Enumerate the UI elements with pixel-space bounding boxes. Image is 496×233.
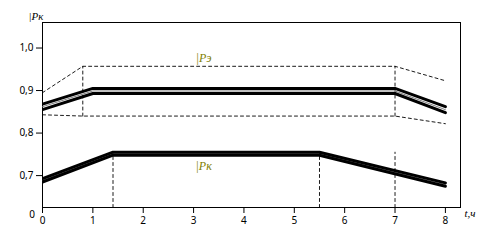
svg-text:0,7: 0,7	[19, 168, 33, 182]
svg-text:|Pк: |Pк	[196, 159, 213, 173]
svg-text:1: 1	[90, 213, 96, 227]
svg-text:8: 8	[443, 213, 449, 227]
svg-text:2: 2	[140, 213, 146, 227]
svg-text:|Pэ: |Pэ	[196, 51, 212, 65]
svg-text:6: 6	[342, 213, 348, 227]
svg-text:0: 0	[29, 207, 35, 221]
svg-text:4: 4	[241, 213, 247, 227]
svg-text:3: 3	[191, 213, 197, 227]
svg-text:0,9: 0,9	[19, 83, 33, 97]
svg-text:1,0: 1,0	[19, 40, 33, 54]
svg-text:t,ч: t,ч	[465, 207, 476, 219]
svg-text:5: 5	[291, 213, 297, 227]
svg-text:0,8: 0,8	[19, 125, 33, 139]
svg-text:7: 7	[392, 213, 398, 227]
svg-text:0: 0	[40, 213, 46, 227]
svg-text:|Pк: |Pк	[29, 10, 45, 22]
